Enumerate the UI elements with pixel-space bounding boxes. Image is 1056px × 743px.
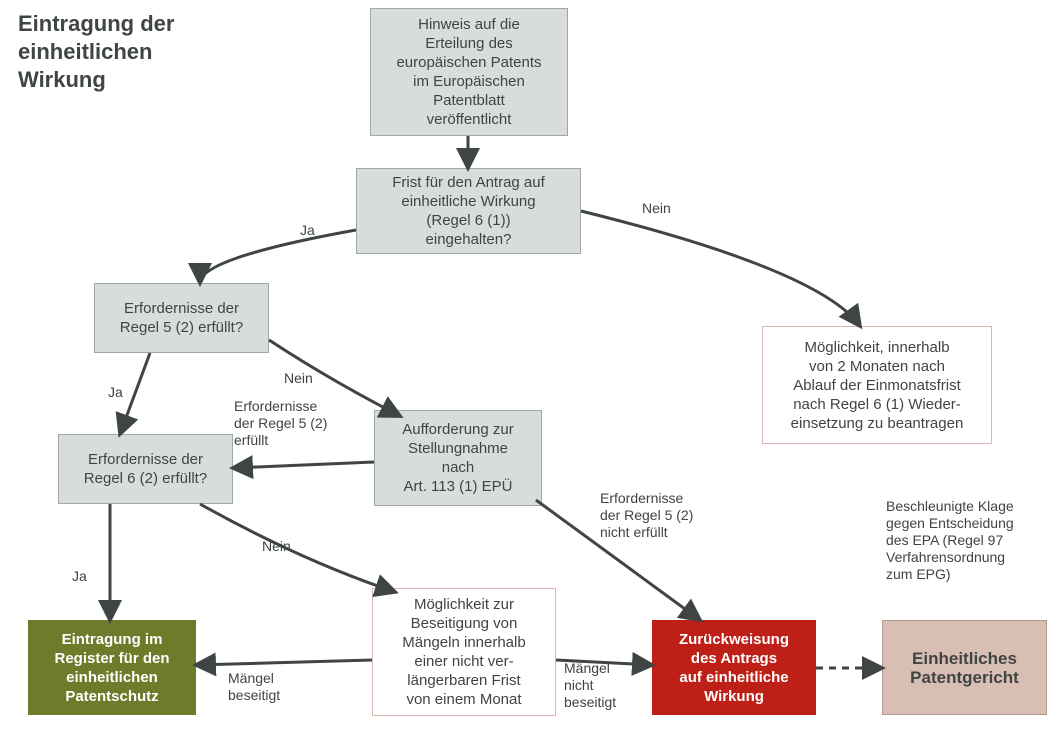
node-aufforderung: Aufforderung zurStellungnahmenachArt. 11… <box>374 410 542 506</box>
node-hinweis: Hinweis auf dieErteilung deseuropäischen… <box>370 8 568 136</box>
node-frist-eingehalten: Frist für den Antrag aufeinheitliche Wir… <box>356 168 581 254</box>
node-eintragung-register: Eintragung imRegister für deneinheitlich… <box>28 620 196 715</box>
node-zurueckweisung: Zurückweisungdes Antragsauf einheitliche… <box>652 620 816 715</box>
edge-label-nein: Nein <box>642 200 671 217</box>
edge-label-maengel-nicht-beseitigt: Mängelnichtbeseitigt <box>564 660 616 711</box>
edge-label-maengel-beseitigt: Mängelbeseitigt <box>228 670 280 704</box>
node-patentgericht: EinheitlichesPatentgericht <box>882 620 1047 715</box>
edge-label-nein: Nein <box>284 370 313 387</box>
edge-label-nicht-erfuellt: Erfordernisseder Regel 5 (2)nicht erfüll… <box>600 490 693 541</box>
node-maengel-beseitigung: Möglichkeit zurBeseitigung vonMängeln in… <box>372 588 556 716</box>
node-wiedereinsetzung: Möglichkeit, innerhalbvon 2 Monaten nach… <box>762 326 992 444</box>
diagram-title: Eintragung dereinheitlichenWirkung <box>18 10 174 94</box>
edge-label-erfuellt: Erfordernisseder Regel 5 (2)erfüllt <box>234 398 327 449</box>
edge-label-nein: Nein <box>262 538 291 555</box>
node-regel-6-2: Erfordernisse derRegel 6 (2) erfüllt? <box>58 434 233 504</box>
edge-label-ja: Ja <box>300 222 315 239</box>
node-regel-5-2: Erfordernisse derRegel 5 (2) erfüllt? <box>94 283 269 353</box>
edge-label-ja: Ja <box>108 384 123 401</box>
note-beschleunigte-klage: Beschleunigte Klagegegen Entscheidungdes… <box>886 498 1014 583</box>
edge-label-ja: Ja <box>72 568 87 585</box>
